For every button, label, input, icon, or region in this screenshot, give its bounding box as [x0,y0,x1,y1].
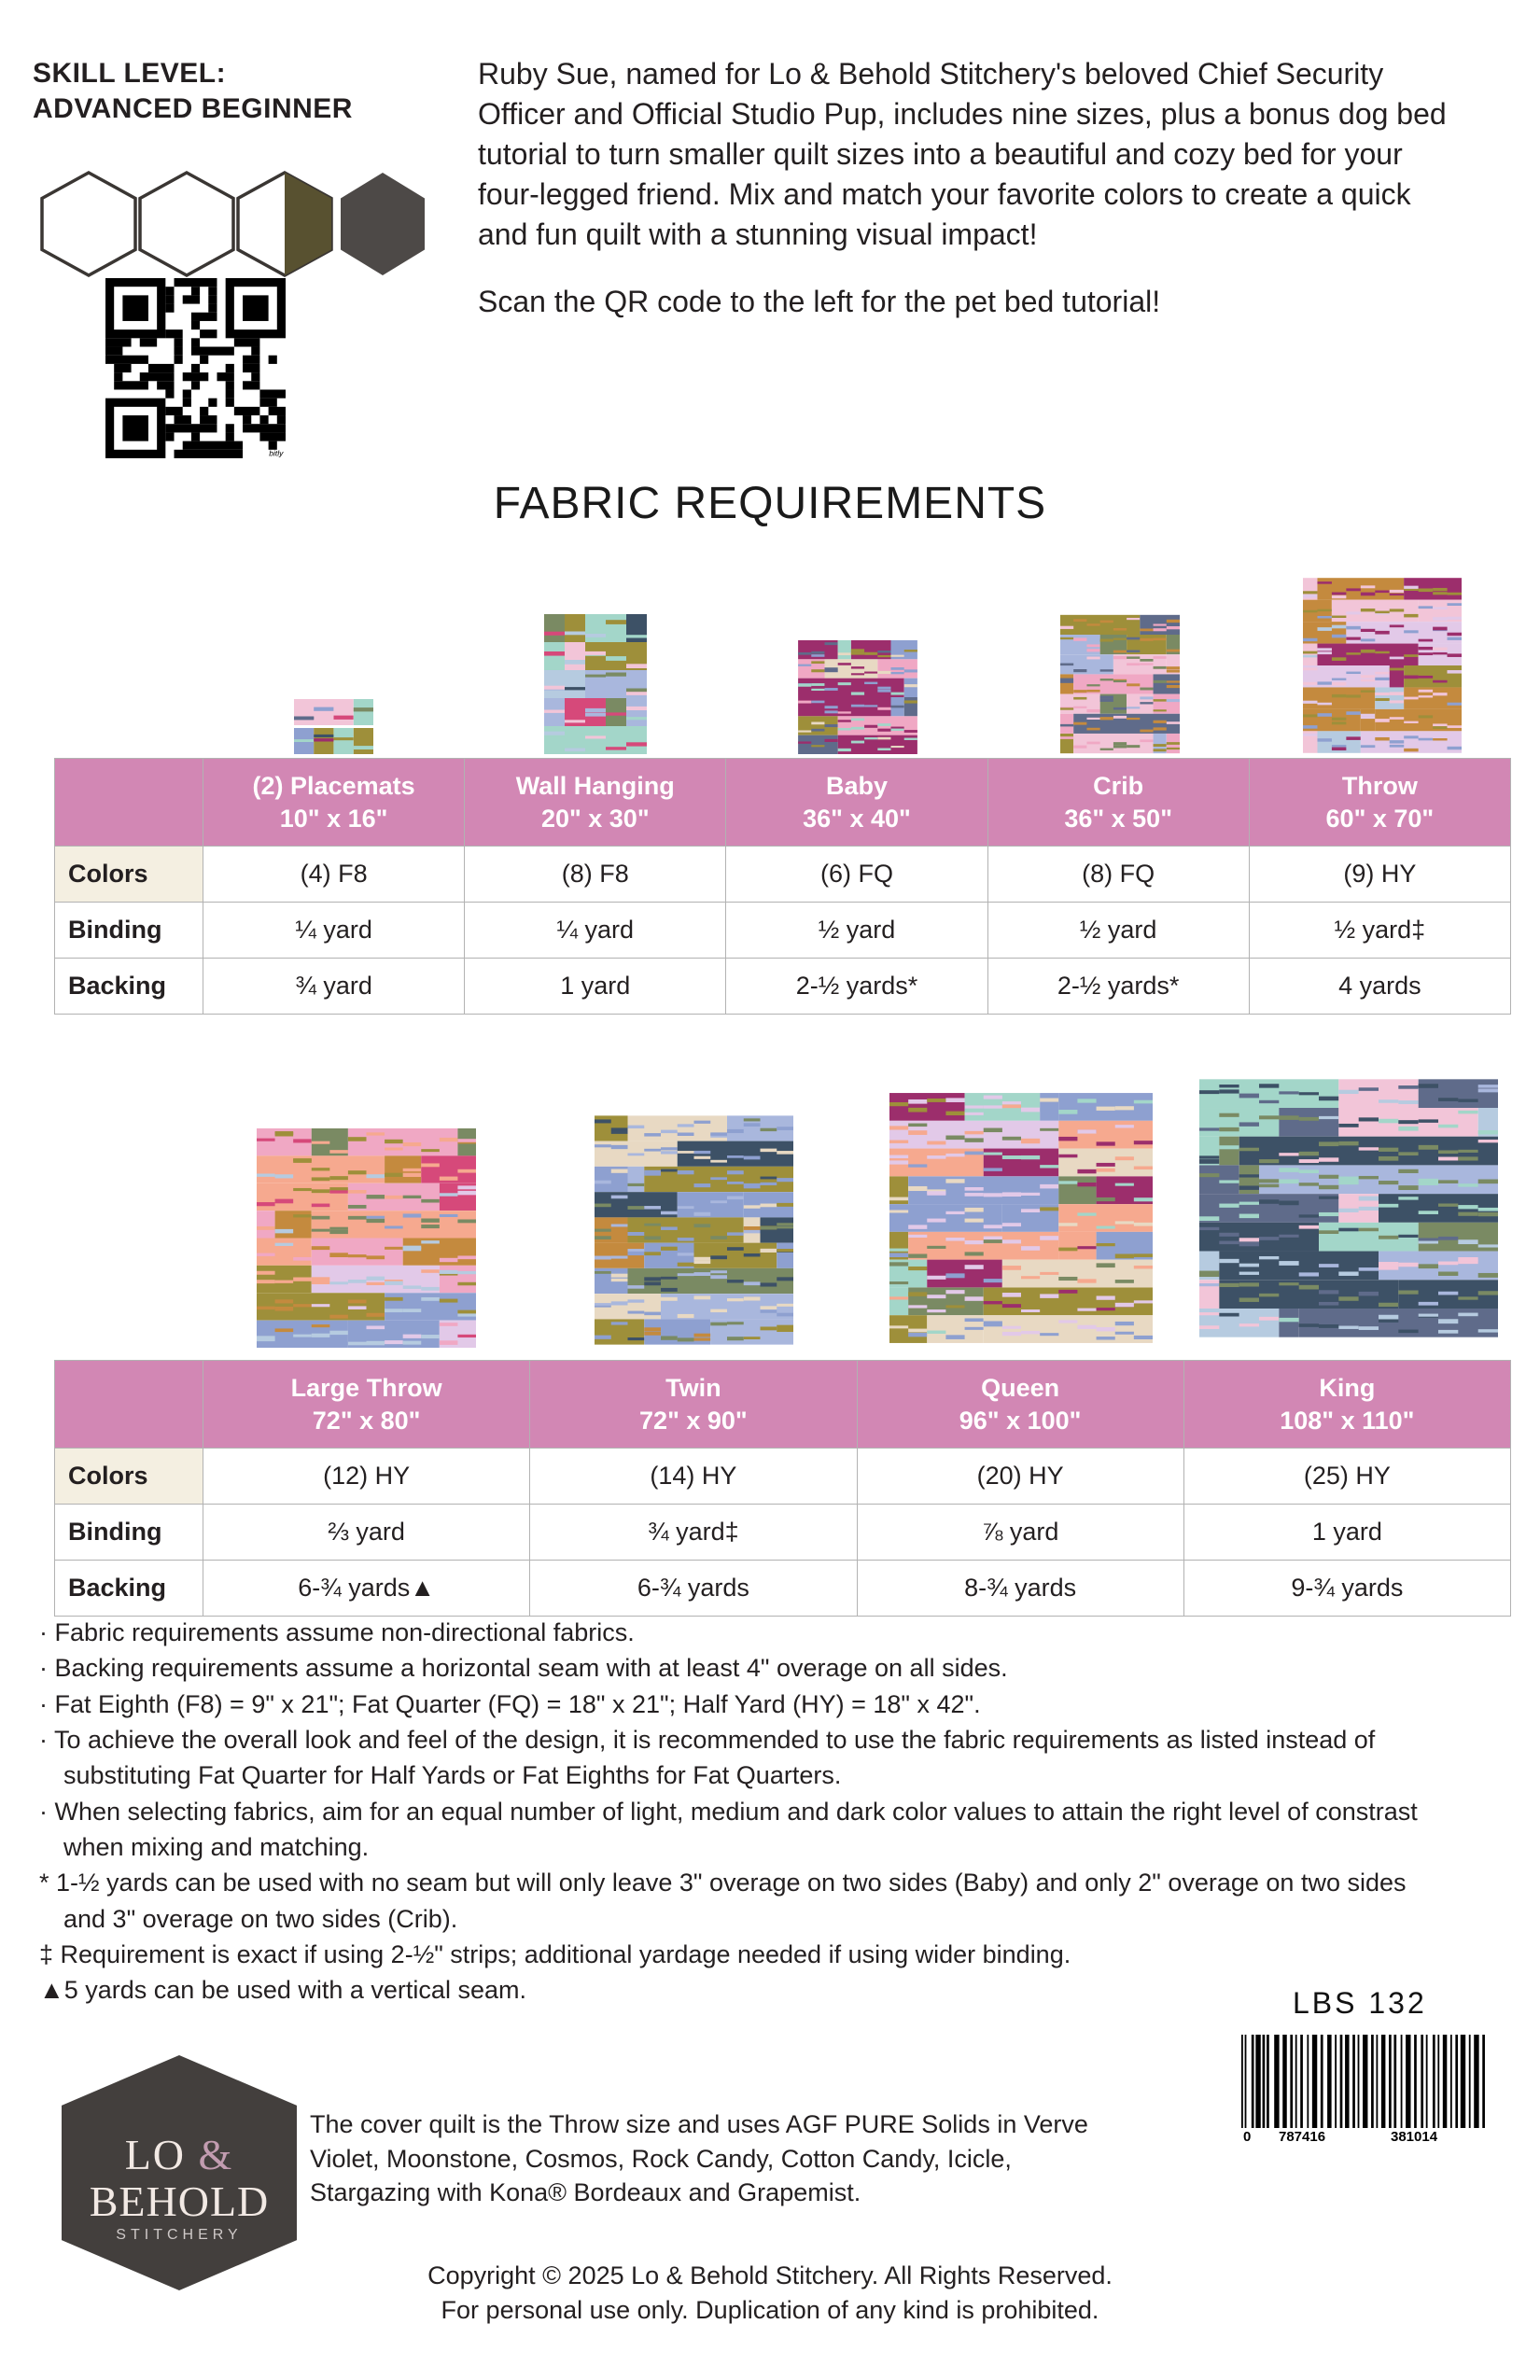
svg-text:787416: 787416 [1279,2129,1325,2145]
svg-text:LO &: LO & [125,2131,234,2178]
svg-text:BEHOLD: BEHOLD [90,2177,270,2225]
svg-text:STITCHERY: STITCHERY [116,2227,242,2243]
svg-text:381014: 381014 [1391,2129,1438,2145]
svg-text:0: 0 [1243,2129,1251,2145]
svg-text:bitly: bitly [269,448,284,457]
